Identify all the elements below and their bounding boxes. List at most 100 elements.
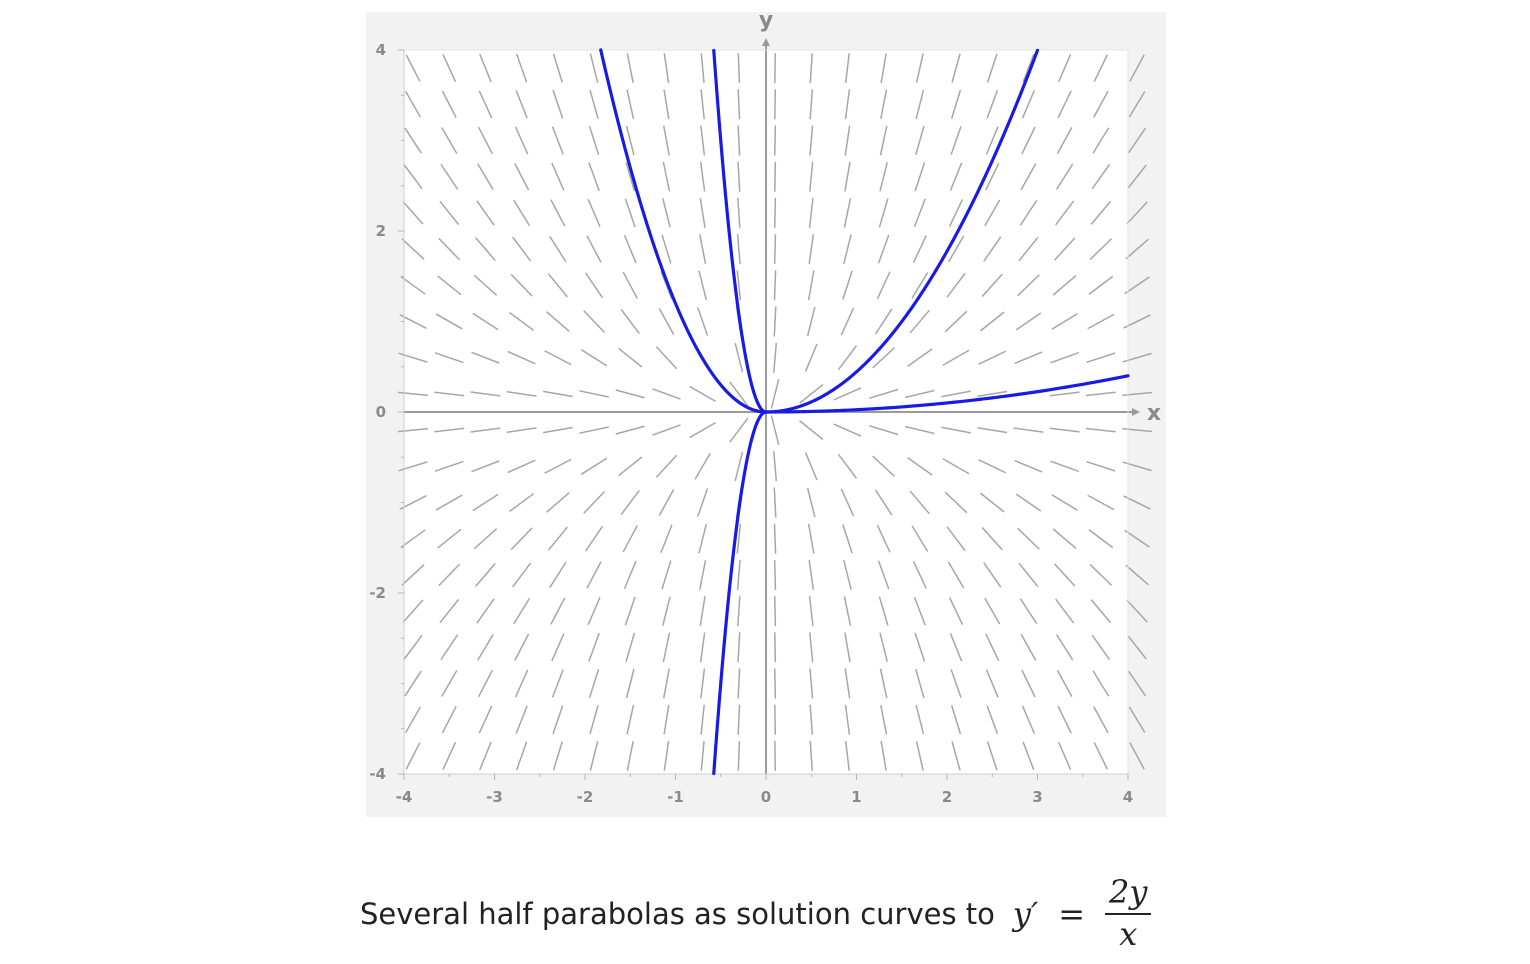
- slope-mark: [737, 740, 741, 771]
- slope-mark: [472, 493, 499, 512]
- slope-mark: [907, 457, 933, 476]
- slope-mark: [552, 53, 563, 83]
- slope-mark: [978, 350, 1007, 365]
- slope-mark: [837, 345, 858, 371]
- slope-mark: [1089, 563, 1113, 586]
- slope-mark: [1125, 238, 1149, 260]
- slope-mark: [402, 599, 424, 623]
- slope-mark: [551, 162, 565, 191]
- solution-curve: [712, 48, 768, 414]
- caption-text: Several half parabolas as solution curve…: [360, 897, 995, 931]
- slope-mark: [441, 706, 457, 734]
- slope-mark: [1015, 493, 1042, 512]
- slope-mark: [440, 634, 459, 661]
- slope-mark: [618, 456, 643, 477]
- solution-curves: [599, 48, 1130, 776]
- slope-mark: [1087, 313, 1115, 330]
- slope-mark: [1057, 705, 1072, 734]
- slope-mark: [434, 427, 465, 433]
- slope-mark: [1055, 163, 1074, 190]
- slope-mark: [663, 704, 670, 735]
- slope-mark: [662, 632, 671, 663]
- y-axis-arrow: [762, 38, 770, 46]
- x-tick-label: 4: [1123, 788, 1133, 806]
- slope-mark: [1086, 460, 1116, 472]
- slope-mark: [915, 668, 925, 699]
- slope-mark: [515, 90, 528, 119]
- slope-mark: [946, 526, 966, 552]
- slope-mark: [700, 704, 705, 735]
- slope-mark: [1090, 599, 1112, 624]
- slope-mark: [439, 598, 460, 624]
- slope-mark: [1129, 54, 1145, 82]
- slope-mark: [404, 90, 422, 118]
- slope-mark: [470, 391, 501, 397]
- slope-mark: [880, 740, 887, 771]
- slope-mark: [1125, 564, 1149, 586]
- slope-mark: [699, 234, 707, 264]
- slope-mark: [809, 740, 813, 771]
- slope-mark: [1013, 427, 1044, 433]
- slope-mark: [471, 460, 500, 473]
- slope-mark: [915, 704, 925, 735]
- slope-mark: [1021, 669, 1036, 698]
- slope-mark: [1122, 427, 1153, 433]
- slope-mark: [442, 741, 457, 770]
- slope-mark: [949, 162, 963, 191]
- y-tick-label: -4: [369, 765, 386, 783]
- slope-mark: [442, 54, 457, 83]
- slope-mark: [440, 163, 459, 190]
- slope-mark: [547, 273, 568, 298]
- slope-mark: [872, 346, 896, 369]
- x-tick-label: -3: [486, 788, 503, 806]
- slope-mark: [479, 741, 492, 771]
- slope-mark: [915, 125, 925, 156]
- slope-mark: [951, 741, 961, 771]
- slope-mark: [737, 89, 741, 120]
- slope-mark: [914, 632, 926, 662]
- slope-mark: [799, 420, 824, 441]
- slope-mark: [696, 488, 709, 517]
- slope-mark: [434, 460, 464, 472]
- slope-mark: [941, 390, 971, 398]
- slope-mark: [1122, 461, 1152, 472]
- slope-mark: [624, 198, 636, 228]
- solution-curve: [764, 48, 1040, 414]
- slope-mark: [984, 597, 1001, 625]
- slope-mark: [652, 388, 681, 400]
- slope-mark: [950, 89, 962, 119]
- slope-mark: [1128, 706, 1146, 733]
- slope-mark: [662, 161, 671, 192]
- slope-mark: [618, 347, 643, 368]
- slope-mark: [843, 234, 852, 264]
- slope-mark: [947, 235, 965, 263]
- slope-mark: [1122, 391, 1153, 397]
- slope-mark: [946, 272, 966, 298]
- slope-mark: [874, 489, 893, 516]
- slope-mark: [844, 89, 851, 120]
- x-tick-label: -1: [667, 788, 684, 806]
- slope-mark: [476, 200, 495, 226]
- slope-mark: [1093, 54, 1109, 82]
- slope-mark: [978, 459, 1007, 474]
- slope-mark: [698, 270, 708, 301]
- slope-mark: [513, 199, 531, 227]
- slope-mark: [985, 126, 999, 155]
- y-tick-label: 0: [376, 403, 386, 421]
- slope-mark: [544, 458, 572, 474]
- slope-mark: [977, 390, 1008, 398]
- slope-mark: [1093, 90, 1109, 118]
- slope-mark: [626, 89, 635, 120]
- slope-mark: [843, 198, 852, 228]
- formula-lhs: y′: [1012, 895, 1039, 933]
- slope-mark: [696, 307, 709, 336]
- slope-mark: [439, 200, 460, 226]
- slope-mark: [1093, 742, 1109, 770]
- slope-mark: [773, 487, 777, 518]
- slope-mark: [837, 453, 858, 479]
- slope-mark: [588, 125, 600, 156]
- slope-mark: [807, 270, 815, 301]
- slope-mark: [907, 348, 933, 367]
- slope-mark: [950, 669, 962, 698]
- slope-mark: [660, 524, 673, 553]
